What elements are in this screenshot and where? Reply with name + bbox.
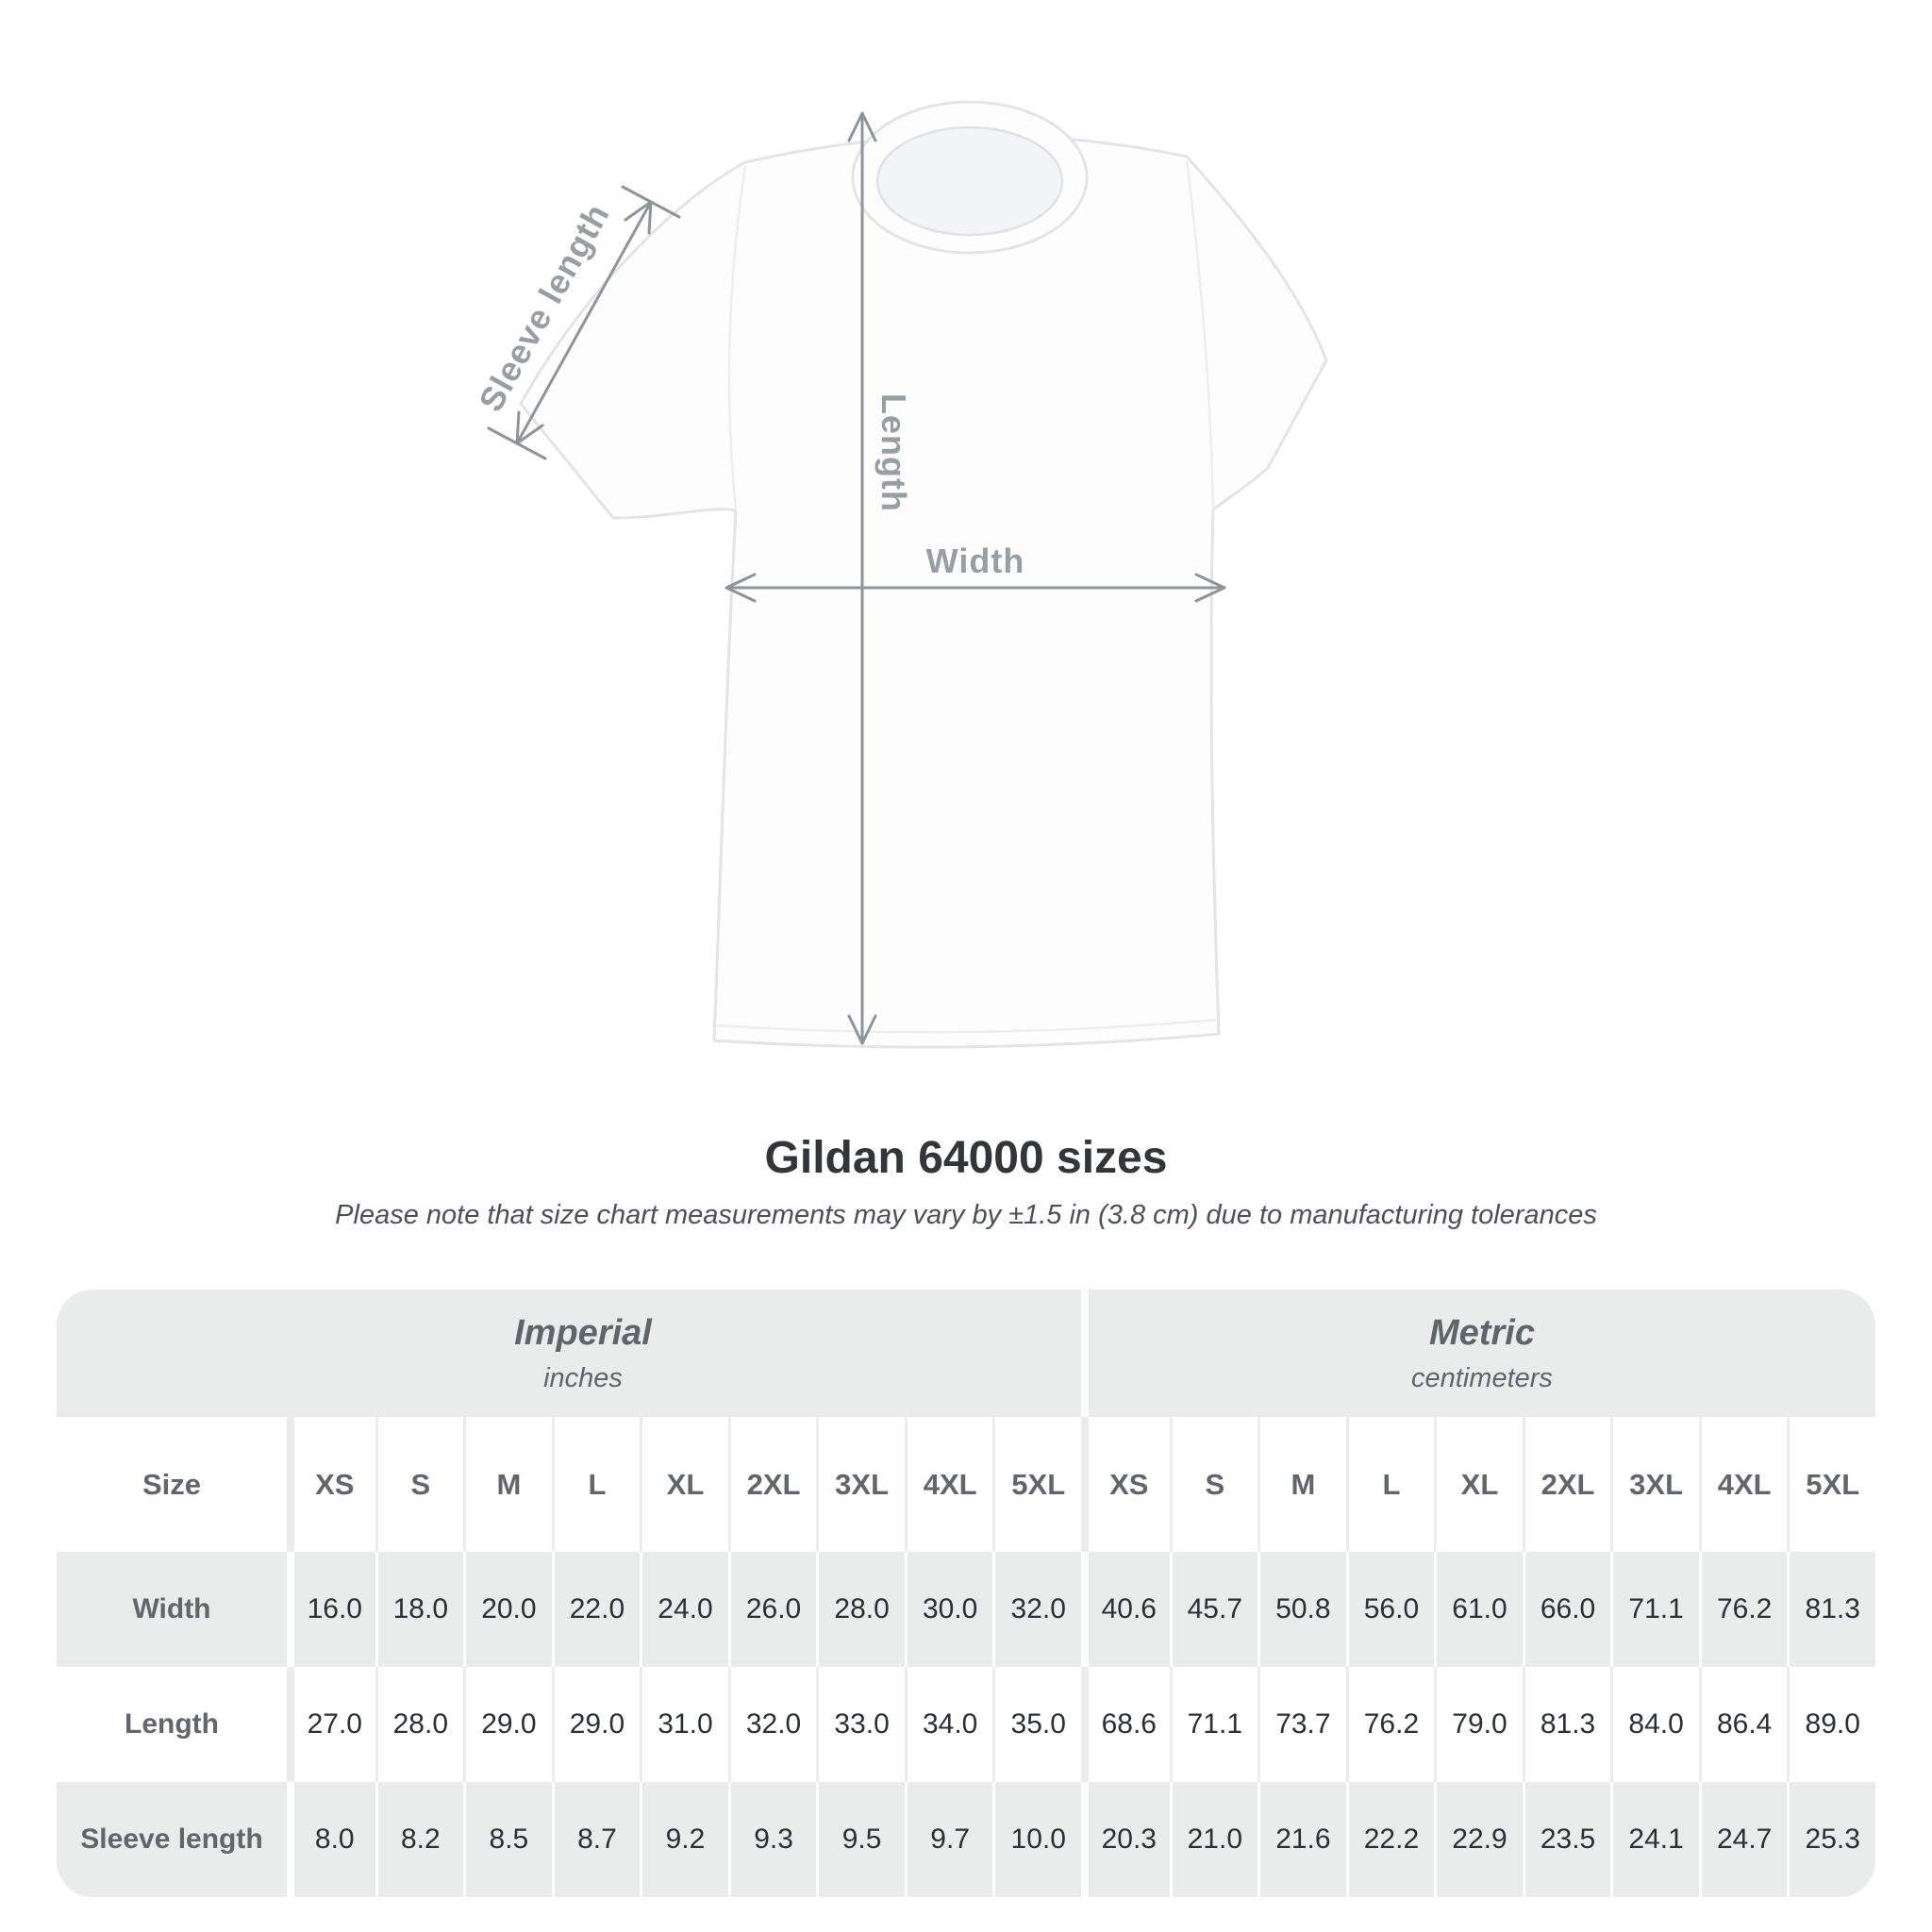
sleeve-seam-right xyxy=(1185,159,1215,508)
size-header-cell: XL xyxy=(1434,1417,1523,1552)
measurement-cell: 9.3 xyxy=(727,1782,817,1897)
measurement-cell: 34.0 xyxy=(904,1667,993,1782)
measurement-cell: 86.4 xyxy=(1698,1667,1788,1782)
measurement-cell: 8.0 xyxy=(287,1782,375,1897)
size-header-cell: S xyxy=(375,1417,464,1552)
sleeve-length-arrow xyxy=(487,185,681,460)
measurement-cell: 45.7 xyxy=(1169,1552,1258,1667)
measurement-cell: 81.3 xyxy=(1522,1667,1611,1782)
measurement-cell: 66.0 xyxy=(1522,1552,1611,1667)
measurement-cell: 28.0 xyxy=(816,1552,905,1667)
imperial-unit-name: Imperial xyxy=(514,1312,652,1353)
tshirt-illustration xyxy=(519,100,1328,1049)
row-label-cell: Width xyxy=(57,1552,287,1667)
measurement-cell: 24.1 xyxy=(1610,1782,1699,1897)
size-header-cell: L xyxy=(551,1417,641,1552)
imperial-unit-sub: inches xyxy=(543,1362,623,1393)
measurement-cell: 76.2 xyxy=(1698,1552,1788,1667)
tshirt-outline xyxy=(519,133,1328,1049)
measurement-cell: 8.2 xyxy=(375,1782,464,1897)
measurement-cell: 71.1 xyxy=(1610,1552,1699,1667)
measurement-cell: 89.0 xyxy=(1787,1667,1875,1782)
measurement-cell: 18.0 xyxy=(375,1552,464,1667)
measurement-cell: 20.0 xyxy=(463,1552,552,1667)
length-arrow xyxy=(847,111,877,1045)
hem-stitch xyxy=(716,1018,1217,1034)
size-header-cell: L xyxy=(1345,1417,1435,1552)
tshirt-size-diagram: Length Width Sleeve length xyxy=(471,100,1328,1049)
size-header-cell: XS xyxy=(287,1417,375,1552)
size-header-cell: 4XL xyxy=(1698,1417,1788,1552)
metric-unit-header: Metric centimeters xyxy=(1081,1290,1875,1417)
measurement-cell: 8.5 xyxy=(463,1782,552,1897)
measurement-cell: 29.0 xyxy=(551,1667,641,1782)
size-header-cell: 3XL xyxy=(1610,1417,1699,1552)
length-label: Length xyxy=(874,393,913,512)
measurement-cell: 71.1 xyxy=(1169,1667,1258,1782)
sleeve-seam-left xyxy=(727,165,747,510)
measurement-cell: 79.0 xyxy=(1434,1667,1523,1782)
size-header-cell: 3XL xyxy=(816,1417,905,1552)
size-header-cell: 2XL xyxy=(727,1417,817,1552)
row-label-cell: Length xyxy=(57,1667,287,1782)
size-header-cell: XL xyxy=(640,1417,728,1552)
measurement-cell: 23.5 xyxy=(1522,1782,1611,1897)
tolerance-note: Please note that size chart measurements… xyxy=(335,1200,1597,1230)
measurement-cell: 32.0 xyxy=(727,1667,817,1782)
measurement-cell: 9.2 xyxy=(640,1782,728,1897)
imperial-unit-header: Imperial inches xyxy=(57,1290,1081,1417)
row-label-cell: Sleeve length xyxy=(57,1782,287,1897)
measurement-cell: 8.7 xyxy=(551,1782,641,1897)
measurement-cell: 22.2 xyxy=(1345,1782,1435,1897)
measurement-cell: 68.6 xyxy=(1081,1667,1170,1782)
measurement-cell: 28.0 xyxy=(375,1667,464,1782)
size-table: Imperial inches Metric centimeters Size X… xyxy=(57,1290,1875,1897)
measurement-cell: 24.7 xyxy=(1698,1782,1788,1897)
measurement-cell: 24.0 xyxy=(640,1552,728,1667)
size-header-cell: 4XL xyxy=(904,1417,993,1552)
measurement-cell: 50.8 xyxy=(1257,1552,1346,1667)
measurement-cell: 27.0 xyxy=(287,1667,375,1782)
measurement-cell: 9.7 xyxy=(904,1782,993,1897)
measurement-cell: 40.6 xyxy=(1081,1552,1170,1667)
measurement-cell: 76.2 xyxy=(1345,1667,1435,1782)
measurement-cell: 30.0 xyxy=(904,1552,993,1667)
size-header-cell: XS xyxy=(1081,1417,1170,1552)
size-header-cell: M xyxy=(463,1417,552,1552)
size-header-cell: S xyxy=(1169,1417,1258,1552)
measurement-cell: 61.0 xyxy=(1434,1552,1523,1667)
measurement-cell: 29.0 xyxy=(463,1667,552,1782)
measurement-cell: 32.0 xyxy=(992,1552,1081,1667)
measurement-cell: 10.0 xyxy=(992,1782,1081,1897)
measurement-cell: 25.3 xyxy=(1787,1782,1875,1897)
metric-unit-name: Metric xyxy=(1429,1312,1535,1353)
size-header-cell: M xyxy=(1257,1417,1346,1552)
measurement-cell: 56.0 xyxy=(1345,1552,1435,1667)
measurement-cell: 22.9 xyxy=(1434,1782,1523,1897)
measurement-cell: 21.0 xyxy=(1169,1782,1258,1897)
measurement-cell: 33.0 xyxy=(816,1667,905,1782)
collar-inner xyxy=(875,125,1064,237)
measurement-cell: 73.7 xyxy=(1257,1667,1346,1782)
width-arrow xyxy=(724,573,1226,603)
width-label: Width xyxy=(926,541,1025,580)
measurement-cell: 84.0 xyxy=(1610,1667,1699,1782)
measurement-cell: 81.3 xyxy=(1787,1552,1875,1667)
size-header-cell: 5XL xyxy=(992,1417,1081,1552)
measurement-cell: 9.5 xyxy=(816,1782,905,1897)
measurement-cell: 21.6 xyxy=(1257,1782,1346,1897)
page-title: Gildan 64000 sizes xyxy=(764,1133,1168,1183)
measurement-cell: 35.0 xyxy=(992,1667,1081,1782)
measurement-cell: 31.0 xyxy=(640,1667,728,1782)
measurement-cell: 16.0 xyxy=(287,1552,375,1667)
measurement-cell: 20.3 xyxy=(1081,1782,1170,1897)
size-header-cell: 2XL xyxy=(1522,1417,1611,1552)
size-column-header: Size xyxy=(57,1417,287,1552)
measurement-cell: 22.0 xyxy=(551,1552,641,1667)
measurement-cell: 26.0 xyxy=(727,1552,817,1667)
size-header-cell: 5XL xyxy=(1787,1417,1875,1552)
metric-unit-sub: centimeters xyxy=(1411,1362,1553,1393)
